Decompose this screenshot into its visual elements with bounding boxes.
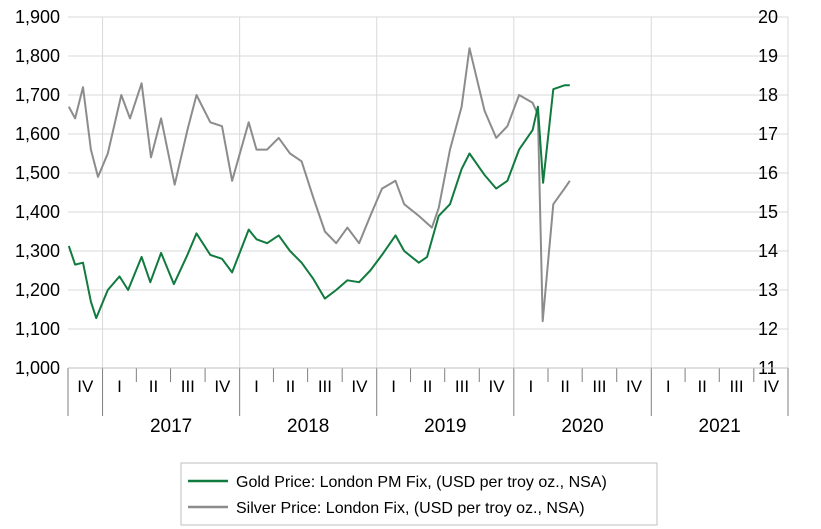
series-lines bbox=[67, 47, 571, 323]
y-right-tick-label: 18 bbox=[758, 85, 778, 105]
quarter-label: I bbox=[391, 377, 396, 396]
quarter-label: III bbox=[729, 377, 743, 396]
y-right-tick-label: 13 bbox=[758, 280, 778, 300]
y-left-tick-label: 1,500 bbox=[15, 163, 60, 183]
y-right-tick-label: 12 bbox=[758, 319, 778, 339]
y-right-tick-label: 14 bbox=[758, 241, 778, 261]
year-label: 2018 bbox=[287, 416, 329, 437]
legend-label-silver: Silver Price: London Fix, (USD per troy … bbox=[236, 500, 585, 517]
quarter-label: I bbox=[254, 377, 259, 396]
legend: Gold Price: London PM Fix, (USD per troy… bbox=[180, 462, 658, 526]
y-right-tick-label: 17 bbox=[758, 124, 778, 144]
y-left-tick-label: 1,600 bbox=[15, 124, 60, 144]
y-left-tick-label: 1,800 bbox=[15, 46, 60, 66]
silver-price-line bbox=[67, 47, 571, 323]
y-left-tick-label: 1,700 bbox=[15, 85, 60, 105]
y-right-tick-label: 16 bbox=[758, 163, 778, 183]
year-label: 2021 bbox=[699, 416, 741, 437]
year-label: 2020 bbox=[561, 416, 603, 437]
y-left-tick-label: 1,400 bbox=[15, 202, 60, 222]
legend-label-gold: Gold Price: London PM Fix, (USD per troy… bbox=[236, 474, 607, 491]
grid bbox=[68, 16, 789, 369]
y-left-tick-label: 1,200 bbox=[15, 280, 60, 300]
quarter-label: IV bbox=[351, 377, 368, 396]
y-right-tick-label: 19 bbox=[758, 46, 778, 66]
quarter-label: IV bbox=[626, 377, 643, 396]
y-left-tick-label: 1,000 bbox=[15, 358, 60, 378]
y-right-tick-label: 20 bbox=[758, 7, 778, 27]
legend-box bbox=[180, 462, 658, 526]
quarter-label: II bbox=[423, 377, 432, 396]
quarter-label: II bbox=[697, 377, 706, 396]
quarter-label: III bbox=[455, 377, 469, 396]
quarter-label: IV bbox=[763, 377, 780, 396]
quarter-label: IV bbox=[77, 377, 94, 396]
gold-price-line bbox=[67, 84, 570, 320]
quarter-label: III bbox=[592, 377, 606, 396]
quarter-label: I bbox=[529, 377, 534, 396]
quarter-label: III bbox=[318, 377, 332, 396]
year-label: 2017 bbox=[150, 416, 192, 437]
quarter-label: II bbox=[286, 377, 295, 396]
quarter-label: IV bbox=[214, 377, 231, 396]
year-label: 2019 bbox=[424, 416, 466, 437]
quarter-label: IV bbox=[489, 377, 506, 396]
y-left-tick-label: 1,300 bbox=[15, 241, 60, 261]
axes: 1,000 1,100 1,200 1,300 1,400 1,500 1,600 1,700… bbox=[15, 7, 789, 437]
quarter-label: II bbox=[560, 377, 569, 396]
y-right-tick-label: 15 bbox=[758, 202, 778, 222]
quarter-label: I bbox=[666, 377, 671, 396]
y-left-tick-label: 1,100 bbox=[15, 319, 60, 339]
quarter-label: III bbox=[181, 377, 195, 396]
quarter-label: I bbox=[117, 377, 122, 396]
quarter-label: II bbox=[149, 377, 158, 396]
y-left-tick-label: 1,900 bbox=[15, 7, 60, 27]
